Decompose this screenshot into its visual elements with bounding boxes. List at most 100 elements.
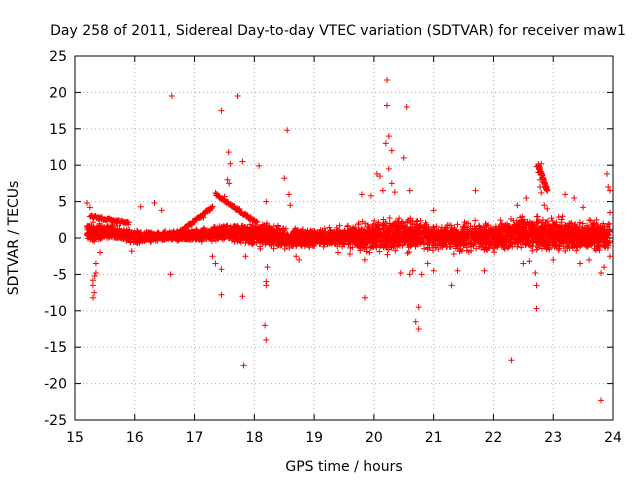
y-tick-label: -10 — [44, 304, 67, 320]
outlier-point — [391, 189, 398, 196]
outlier-point — [227, 160, 234, 167]
outlier-point — [281, 175, 288, 182]
x-tick-label: 20 — [365, 430, 383, 446]
outlier-point — [212, 260, 219, 267]
x-tick-label: 16 — [126, 430, 144, 446]
outlier-point — [284, 127, 291, 134]
band-point — [422, 219, 429, 226]
outlier-point — [379, 187, 386, 194]
outlier-point — [384, 77, 391, 84]
outlier-point — [580, 204, 587, 211]
outlier-point — [287, 202, 294, 209]
outlier-point — [388, 147, 395, 154]
outlier-point — [335, 249, 342, 256]
band-point — [576, 223, 583, 230]
outlier-point — [367, 192, 374, 199]
outlier-point — [158, 207, 165, 214]
band-point — [497, 217, 504, 224]
outlier-point — [151, 200, 158, 207]
outlier-point — [92, 260, 99, 267]
band-point — [483, 223, 490, 230]
outlier-point — [598, 269, 605, 276]
outlier-point — [256, 162, 263, 169]
outlier-point — [218, 107, 225, 114]
outlier-point — [533, 305, 540, 312]
outlier-point — [403, 103, 410, 110]
outlier-point — [412, 318, 419, 325]
outlier-point — [541, 202, 548, 209]
outlier-point — [83, 200, 90, 207]
outlier-point — [514, 202, 521, 209]
outlier-point — [400, 154, 407, 161]
outlier-point — [607, 209, 614, 216]
y-tick-label: 15 — [49, 122, 67, 138]
outlier-point — [240, 362, 247, 369]
outlier-point — [481, 267, 488, 274]
y-tick-label: 5 — [58, 195, 67, 211]
y-tick-label: -15 — [44, 340, 67, 356]
band-point — [593, 216, 600, 223]
outlier-point — [264, 264, 271, 271]
outlier-point — [382, 140, 389, 147]
outlier-point — [234, 93, 241, 100]
y-tick-label: 20 — [49, 85, 67, 101]
band-point — [472, 217, 479, 224]
outlier-point — [526, 258, 533, 265]
outlier-point — [430, 207, 437, 214]
band-point — [379, 241, 386, 248]
outlier-point — [239, 158, 246, 165]
band-point — [430, 224, 437, 231]
y-tick-label: -25 — [44, 413, 67, 429]
outlier-point — [418, 271, 425, 278]
band-point — [274, 222, 281, 229]
band-point — [559, 213, 566, 220]
band-point — [429, 247, 436, 254]
outlier-point — [415, 304, 422, 311]
outlier-point — [263, 198, 270, 205]
x-tick-label: 23 — [544, 430, 562, 446]
outlier-point — [168, 93, 175, 100]
outlier-point — [577, 260, 584, 267]
outlier-point — [218, 266, 225, 273]
outlier-point — [607, 253, 614, 260]
y-tick-label: -5 — [53, 267, 67, 283]
y-tick-label: 10 — [49, 158, 67, 174]
outlier-point — [532, 269, 539, 276]
outlier-point — [346, 251, 353, 258]
outlier-point — [533, 282, 540, 289]
x-tick-label: 22 — [485, 430, 503, 446]
outlier-point — [604, 170, 611, 177]
x-tick-label: 18 — [245, 430, 263, 446]
outlier-point — [409, 267, 416, 274]
y-axis-title: SDTVAR / TECUs — [6, 181, 22, 296]
outlier-point — [406, 271, 413, 278]
outlier-point — [448, 282, 455, 289]
x-tick-label: 15 — [66, 430, 84, 446]
band-point — [396, 215, 403, 222]
x-tick-labels: 15 16 17 18 19 20 21 22 23 24 — [66, 430, 622, 446]
outlier-point — [523, 194, 530, 201]
outlier-point — [296, 256, 303, 263]
x-tick-label: 21 — [425, 430, 443, 446]
outlier-point — [601, 264, 608, 271]
outlier-point — [385, 133, 392, 140]
outlier-point — [508, 357, 515, 364]
x-tick-label: 19 — [305, 430, 323, 446]
outlier-point — [385, 165, 392, 172]
band-point — [404, 250, 411, 257]
outlier-point — [358, 191, 365, 198]
outlier-point — [239, 293, 246, 300]
band-point — [376, 248, 383, 255]
outlier-point — [86, 204, 93, 211]
outlier-point — [415, 326, 422, 332]
band-point — [406, 248, 413, 255]
outlier-point — [293, 253, 300, 260]
outlier-point — [218, 291, 225, 298]
band-point — [366, 249, 373, 256]
outlier-point — [209, 253, 216, 260]
band-point — [392, 247, 399, 254]
band-point — [454, 221, 461, 228]
outlier-point — [92, 269, 99, 276]
